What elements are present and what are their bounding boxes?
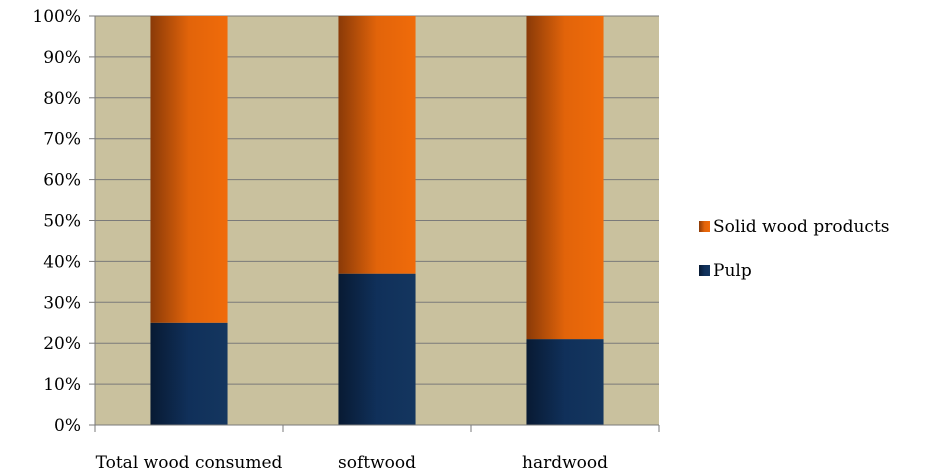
bars (150, 16, 604, 425)
y-tick-label: 30% (43, 293, 81, 313)
bar-pulp (338, 273, 416, 425)
y-tick-label: 0% (54, 416, 81, 436)
legend-swatch (699, 221, 710, 232)
bar-solid-wood-products (526, 16, 604, 340)
y-tick-label: 50% (43, 212, 81, 232)
y-tick-label: 80% (43, 89, 81, 109)
axes (89, 15, 660, 432)
legend: Solid wood products Pulp (699, 217, 890, 281)
y-tick-labels: 0% 10% 20% 30% 40% 50% 60% 70% 80% 90% 100% (32, 7, 81, 436)
y-tick-label: 20% (43, 334, 81, 354)
x-category-label: hardwood (522, 453, 608, 473)
y-tick-label: 90% (43, 48, 81, 68)
bar-solid-wood-products (338, 16, 416, 274)
bar-pulp (526, 339, 604, 425)
x-category-label: Total wood consumed (96, 453, 283, 473)
y-tick-label: 40% (43, 252, 81, 272)
y-tick-label: 60% (43, 171, 81, 191)
legend-label: Pulp (713, 261, 752, 281)
bar-pulp (150, 322, 228, 425)
y-tick-label: 100% (32, 7, 81, 27)
x-category-label: softwood (338, 453, 416, 473)
x-category-labels: Total wood consumed softwood hardwood (96, 453, 609, 473)
y-tick-label: 70% (43, 130, 81, 150)
legend-label: Solid wood products (713, 217, 890, 237)
legend-swatch (699, 265, 710, 276)
y-tick-label: 10% (43, 375, 81, 395)
bar-solid-wood-products (150, 16, 228, 323)
